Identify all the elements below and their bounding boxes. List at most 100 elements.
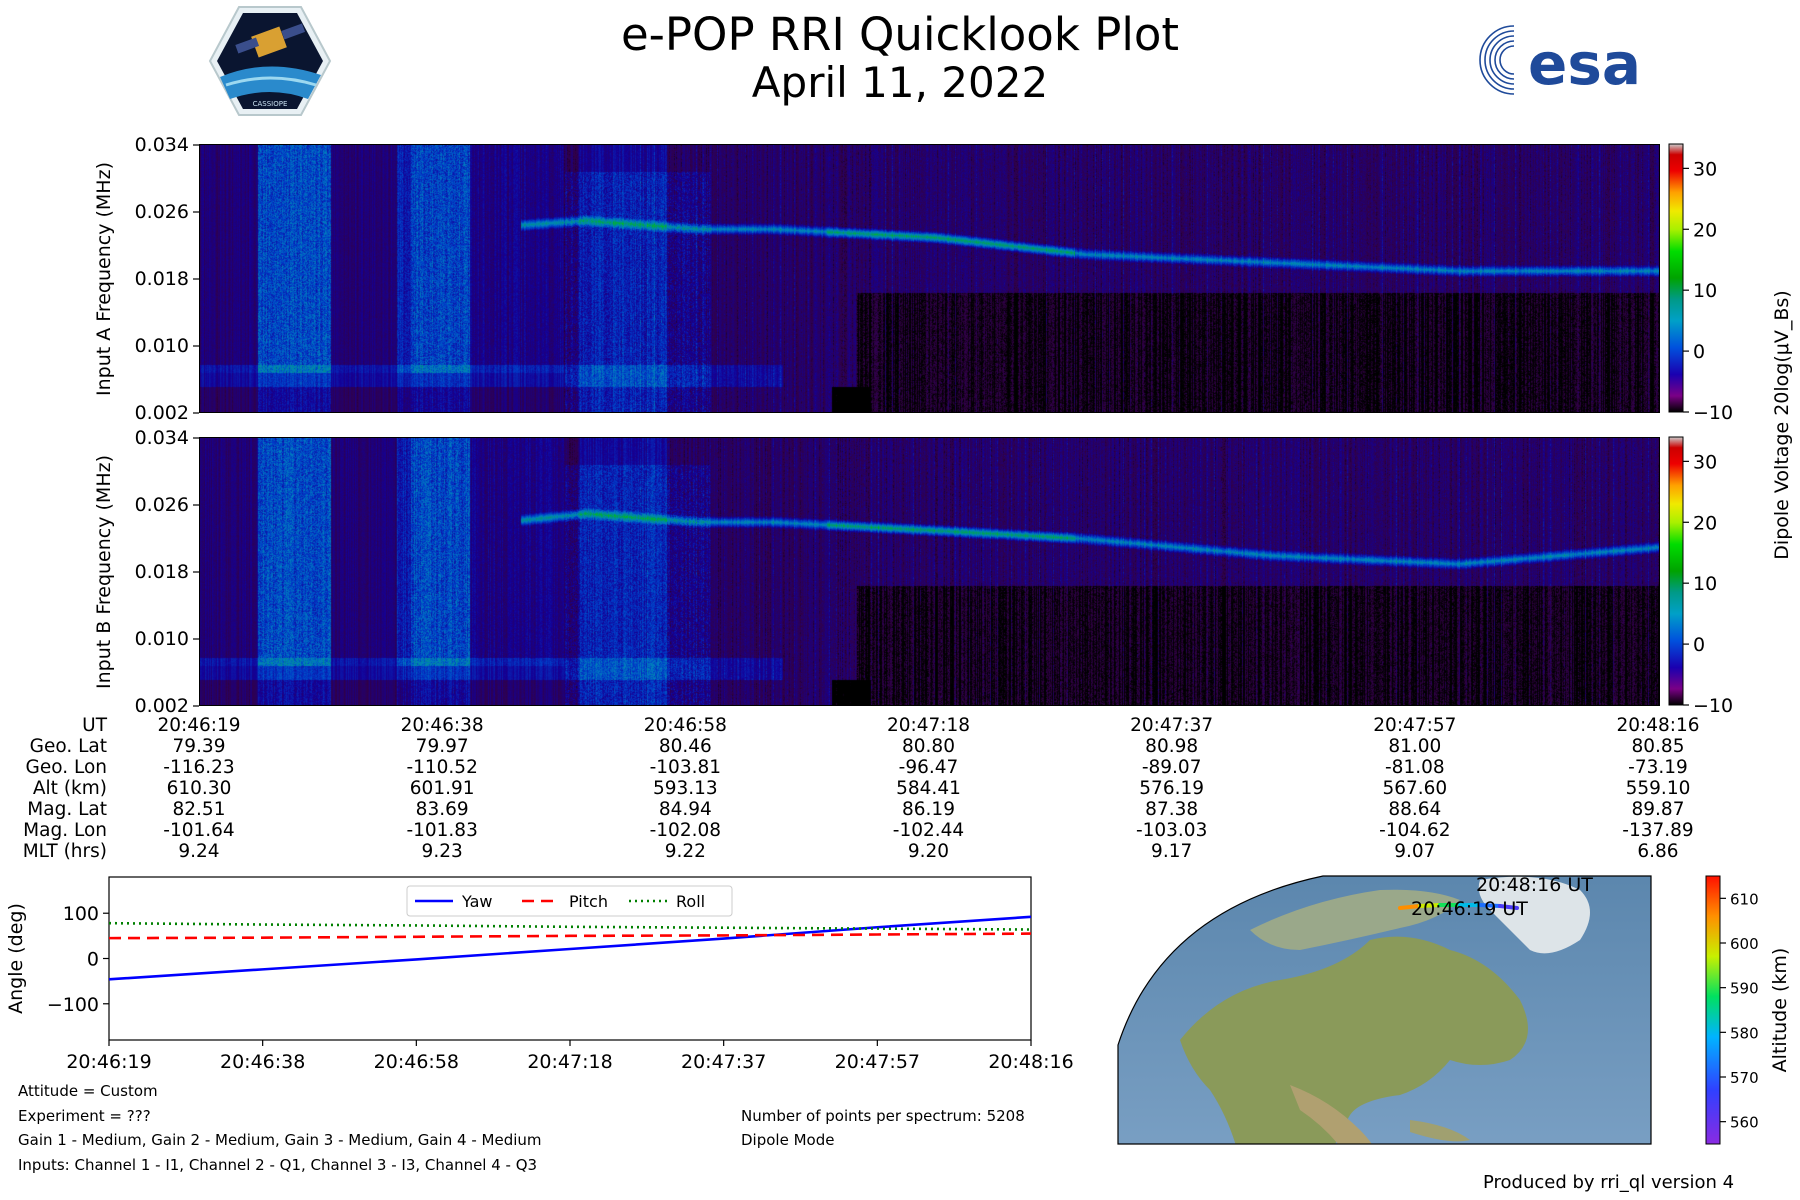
altitude-colorbar-tick-label: 570 — [1730, 1069, 1759, 1087]
spectrogram-b-ytick-label: 0.010 — [135, 628, 189, 650]
ephemeris-cell: 610.30 — [166, 778, 232, 799]
ephemeris-cell: 593.13 — [652, 778, 718, 799]
colorbar-tick-label: 20 — [1693, 512, 1717, 534]
ephemeris-cell: 20:47:37 — [1130, 715, 1214, 736]
ephemeris-cell: 79.97 — [415, 736, 469, 757]
altitude-colorbar-tick-label: 560 — [1730, 1114, 1759, 1132]
ephemeris-cell: 20:47:18 — [886, 715, 971, 736]
attitude-ytick-label: 100 — [63, 903, 99, 925]
ephemeris-cell: -101.83 — [406, 820, 478, 841]
ephemeris-cell: 9.24 — [178, 841, 220, 862]
attitude-ytick-label: −100 — [47, 994, 99, 1016]
ephemeris-cell: 20:46:38 — [400, 715, 484, 736]
spectrogram-a-ytick-label: 0.018 — [135, 268, 189, 290]
ephemeris-cell: 84.94 — [658, 799, 712, 820]
ephemeris-cell: -110.52 — [406, 757, 478, 778]
ephemeris-cell: -81.08 — [1385, 757, 1445, 778]
colorbar-label: Dipole Voltage 20log(μV_Bs) — [1771, 290, 1793, 559]
attitude-legend: Yaw Pitch Roll — [406, 885, 733, 917]
altitude-colorbar-tick-label: 580 — [1730, 1024, 1759, 1042]
altitude-colorbar-label: Altitude (km) — [1769, 948, 1791, 1073]
track-start-label: 20:46:19 UT — [1411, 898, 1528, 920]
colorbar-tick-label: 0 — [1693, 634, 1705, 656]
info-attitude: Attitude = Custom — [18, 1082, 158, 1100]
attitude-ytick-label: 0 — [87, 949, 99, 971]
ephemeris-cell: 20:46:58 — [643, 715, 727, 736]
info-inputs: Inputs: Channel 1 - I1, Channel 2 - Q1, … — [18, 1156, 538, 1174]
ephemeris-cell: 81.00 — [1388, 736, 1442, 757]
ephemeris-cell: 601.91 — [409, 778, 475, 799]
spectrogram-b-ylabel: Input B Frequency (MHz) — [93, 455, 115, 689]
legend-label-yaw: Yaw — [461, 892, 492, 911]
esa-logo: esa — [1479, 24, 1641, 98]
page-date: April 11, 2022 — [751, 58, 1049, 107]
info-mode: Dipole Mode — [741, 1131, 835, 1149]
legend-label-roll: Roll — [676, 892, 705, 911]
attitude-xtick-label: 20:47:37 — [681, 1051, 766, 1073]
ephemeris-table: UT Geo. Lat Geo. Lon Alt (km) Mag. Lat Mag. L… — [0, 715, 1800, 865]
ephemeris-cell: 88.64 — [1388, 799, 1442, 820]
ephemeris-cell: 80.98 — [1145, 736, 1199, 757]
ephemeris-cell: 9.23 — [421, 841, 463, 862]
colorbar-tick-label: −10 — [1693, 695, 1733, 717]
spectrogram-a-ytick-label: 0.002 — [135, 402, 189, 420]
orbit-track-segment — [1398, 904, 1422, 910]
ephemeris-cell: -73.19 — [1628, 757, 1688, 778]
info-gains: Gain 1 - Medium, Gain 2 - Medium, Gain 3… — [18, 1131, 542, 1149]
ephemeris-cell: -116.23 — [163, 757, 235, 778]
orbit-map: 20:48:16 UT 20:46:19 UT 560 570 580 590 600 6… — [1117, 874, 1791, 1145]
ephemeris-cell: 87.38 — [1145, 799, 1199, 820]
ephemeris-row-label: Geo. Lon — [25, 757, 108, 778]
altitude-colorbar — [1705, 875, 1721, 1145]
ephemeris-cell: -101.64 — [163, 820, 235, 841]
ephemeris-cell: -96.47 — [898, 757, 959, 778]
ephemeris-cell: 559.10 — [1625, 778, 1691, 799]
attitude-xtick-label: 20:48:16 — [988, 1051, 1073, 1073]
ephemeris-row-label: MLT (hrs) — [22, 841, 107, 862]
ephemeris-cell: 89.87 — [1631, 799, 1685, 820]
page-title: e-POP RRI Quicklook Plot — [620, 8, 1180, 61]
ephemeris-cell: 83.69 — [415, 799, 469, 820]
info-produced-by: Produced by rri_ql version 4 — [1483, 1172, 1735, 1193]
colorbar-tick-label: 10 — [1693, 280, 1717, 302]
ephemeris-cell: 9.07 — [1394, 841, 1436, 862]
colorbar-tick-label: 30 — [1693, 158, 1717, 180]
spectrogram-a-yaxis: 0.002 0.010 0.018 0.026 0.034 Input A Frequen… — [93, 134, 199, 420]
ephemeris-cell: 80.80 — [902, 736, 955, 757]
ephemeris-cell: 20:46:19 — [157, 715, 241, 736]
spectrogram-b-yaxis: 0.002 0.010 0.018 0.026 0.034 Input B Frequen… — [93, 427, 199, 713]
orbit-track-segment — [1478, 903, 1502, 908]
ephemeris-cell: -104.62 — [1379, 820, 1451, 841]
ephemeris-row-label: Mag. Lon — [23, 820, 107, 841]
colorbar-tick-label: 20 — [1693, 219, 1717, 241]
legend-label-pitch: Pitch — [569, 892, 608, 911]
cassiope-logo: CASSIOPE — [208, 6, 332, 116]
series-line-pitch — [108, 932, 1032, 940]
series-line-roll — [108, 921, 1032, 931]
track-end-label: 20:48:16 UT — [1476, 874, 1593, 896]
spectrogram-a-ytick-label: 0.034 — [135, 134, 189, 156]
altitude-colorbar-tick-label: 610 — [1730, 890, 1759, 908]
ephemeris-row-label: Geo. Lat — [29, 736, 107, 757]
orbit-track-segment — [1498, 904, 1519, 910]
spectrogram-a-ytick-label: 0.010 — [135, 335, 189, 357]
spectrogram-b-ytick-label: 0.034 — [135, 427, 189, 449]
attitude-chart: −100 0 100 20:46:19 20:46:38 20:46:58 20:47:18… — [5, 876, 1074, 1073]
ephemeris-cell: 80.85 — [1631, 736, 1685, 757]
ephemeris-cell: 9.17 — [1151, 841, 1193, 862]
spectrogram-b-ytick-label: 0.018 — [135, 561, 189, 583]
ephemeris-cell: 584.41 — [896, 778, 961, 799]
series-line-yaw — [108, 915, 1032, 981]
ephemeris-cell: 576.19 — [1139, 778, 1205, 799]
ephemeris-cell: -103.03 — [1135, 820, 1208, 841]
ephemeris-cell: -137.89 — [1622, 820, 1694, 841]
ephemeris-cell: -89.07 — [1141, 757, 1202, 778]
ephemeris-cell: 82.51 — [172, 799, 226, 820]
ephemeris-cell: 20:47:57 — [1373, 715, 1457, 736]
attitude-ylabel: Angle (deg) — [5, 903, 27, 1014]
ephemeris-cell: 80.46 — [658, 736, 712, 757]
ephemeris-row-label: UT — [82, 715, 107, 736]
ephemeris-row-label: Mag. Lat — [27, 799, 107, 820]
ephemeris-cell: 20:48:16 — [1616, 715, 1700, 736]
colorbar-tick-label: 0 — [1693, 341, 1705, 363]
